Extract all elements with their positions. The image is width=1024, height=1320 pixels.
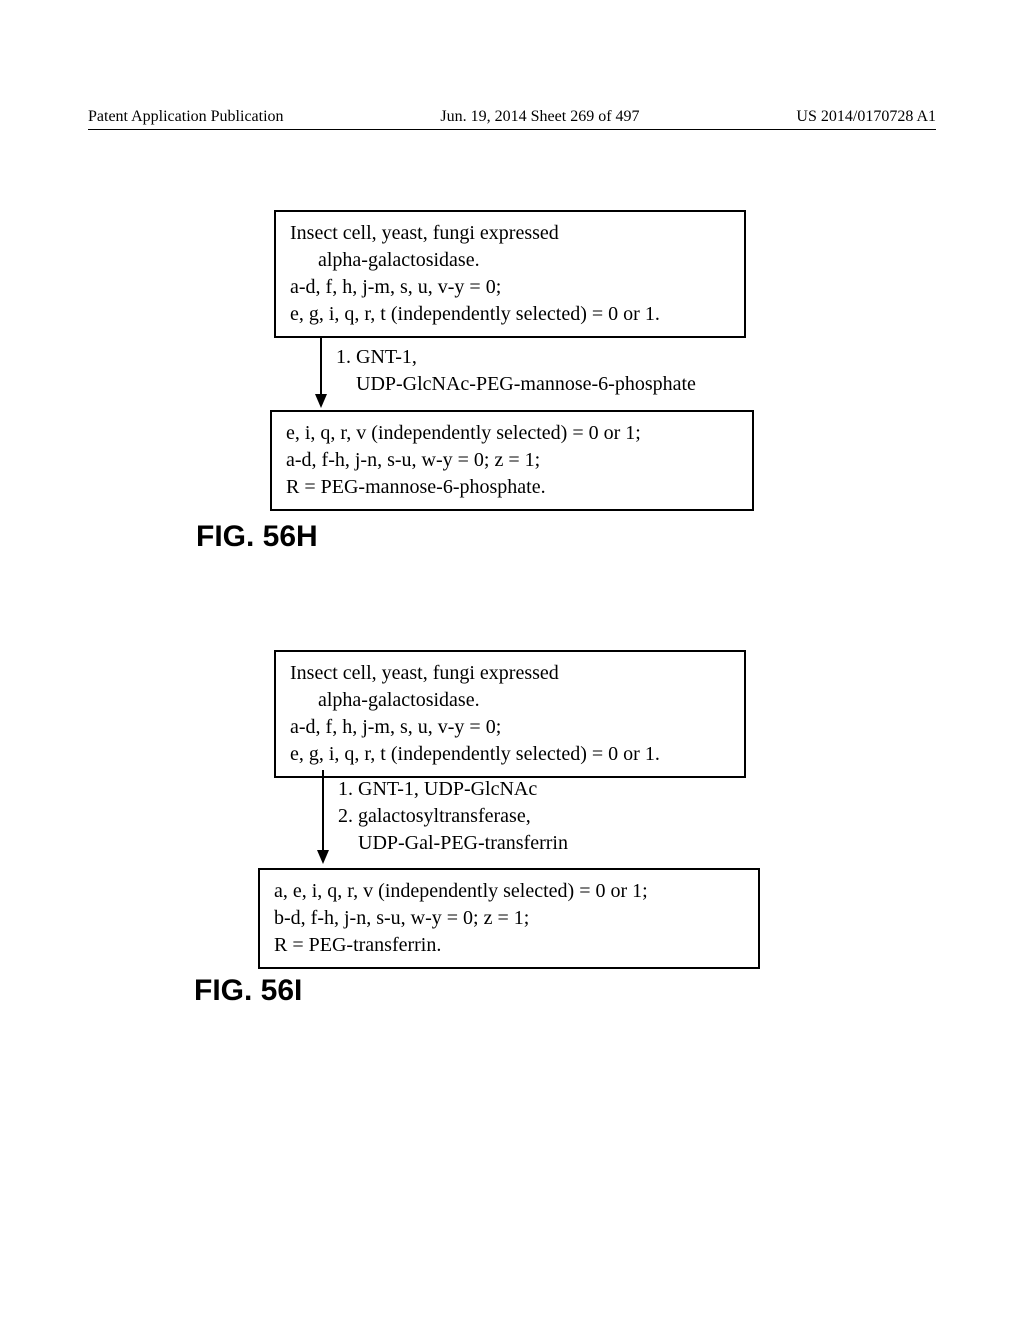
- fig56h-box2-line1: e, i, q, r, v (independently selected) =…: [286, 422, 641, 444]
- fig56i-box1-line1: Insect cell, yeast, fungi expressed: [290, 662, 559, 684]
- fig56i-step: 1. GNT-1, UDP-GlcNAc 2. galactosyltransf…: [338, 776, 568, 857]
- fig56h-box1: Insect cell, yeast, fungi expressed alph…: [274, 210, 746, 338]
- fig56h-box1-line2: alpha-galactosidase.: [290, 247, 730, 274]
- fig56i-box2: a, e, i, q, r, v (independently selected…: [258, 868, 760, 969]
- fig56i-step-line1: 1. GNT-1, UDP-GlcNAc: [338, 778, 537, 800]
- fig56i-box2-line2: b-d, f-h, j-n, s-u, w-y = 0; z = 1;: [274, 907, 529, 929]
- fig56i-label: FIG. 56I: [194, 974, 302, 1008]
- page-header: Patent Application Publication Jun. 19, …: [88, 108, 936, 130]
- fig56i-box1-line4: e, g, i, q, r, t (independently selected…: [290, 743, 660, 765]
- figure-56h: Insect cell, yeast, fungi expressed alph…: [0, 210, 1024, 580]
- fig56h-box1-line1: Insect cell, yeast, fungi expressed: [290, 222, 559, 244]
- fig56i-step-line2: 2. galactosyltransferase,: [338, 805, 531, 827]
- fig56h-arrow: [314, 338, 334, 410]
- fig56h-box2-line2: a-d, f-h, j-n, s-u, w-y = 0; z = 1;: [286, 449, 540, 471]
- figure-56i: Insect cell, yeast, fungi expressed alph…: [0, 650, 1024, 1030]
- fig56h-box1-line3: a-d, f, h, j-m, s, u, v-y = 0;: [290, 276, 501, 298]
- fig56h-step: 1. GNT-1, UDP-GlcNAc-PEG-mannose-6-phosp…: [336, 344, 696, 398]
- fig56h-box1-line4: e, g, i, q, r, t (independently selected…: [290, 303, 660, 325]
- header-right: US 2014/0170728 A1: [796, 108, 936, 126]
- fig56i-box2-line1: a, e, i, q, r, v (independently selected…: [274, 880, 648, 902]
- header-left: Patent Application Publication: [88, 108, 284, 126]
- fig56h-label: FIG. 56H: [196, 520, 318, 554]
- fig56i-box1-line2: alpha-galactosidase.: [290, 687, 730, 714]
- fig56h-box2: e, i, q, r, v (independently selected) =…: [270, 410, 754, 511]
- fig56i-box1: Insect cell, yeast, fungi expressed alph…: [274, 650, 746, 778]
- fig56i-box2-line3: R = PEG-transferrin.: [274, 934, 441, 956]
- page-content: Insect cell, yeast, fungi expressed alph…: [0, 210, 1024, 660]
- fig56h-box2-line3: R = PEG-mannose-6-phosphate.: [286, 476, 546, 498]
- fig56i-box1-line3: a-d, f, h, j-m, s, u, v-y = 0;: [290, 716, 501, 738]
- header-center: Jun. 19, 2014 Sheet 269 of 497: [440, 108, 639, 126]
- fig56i-step-line3: UDP-Gal-PEG-transferrin: [338, 832, 568, 854]
- fig56i-arrow: [316, 770, 336, 866]
- fig56h-step-line1: 1. GNT-1,: [336, 346, 417, 368]
- fig56h-step-line2: UDP-GlcNAc-PEG-mannose-6-phosphate: [336, 373, 696, 395]
